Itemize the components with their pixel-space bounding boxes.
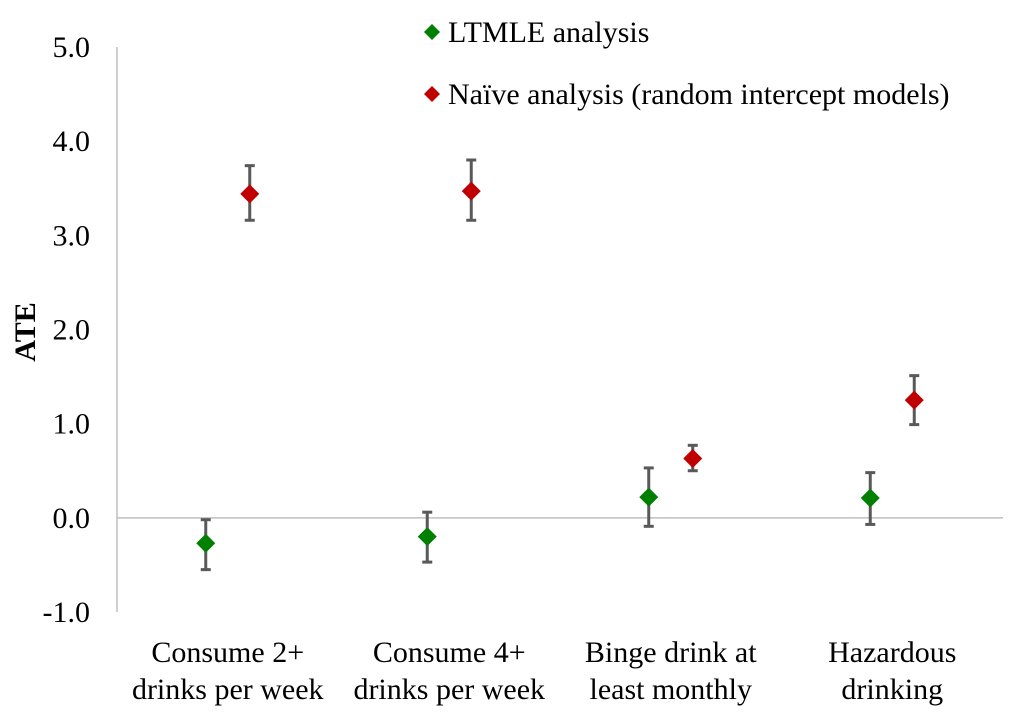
x-category-label: drinks per week	[353, 673, 545, 706]
y-tick-labels: 5.0 4.0 3.0 2.0 1.0 0.0 -1.0	[43, 31, 91, 629]
y-axis-title: ATE	[9, 302, 42, 361]
x-category-labels: Consume 2+ drinks per week Consume 4+ drink…	[132, 636, 956, 706]
data-point-diamond	[904, 390, 924, 410]
y-tick-label: 2.0	[53, 314, 91, 347]
x-category-label: least monthly	[590, 673, 752, 706]
legend-marker	[424, 86, 440, 102]
y-tick-label: 3.0	[53, 219, 91, 252]
y-tick-label: 4.0	[53, 125, 91, 158]
legend-label: LTMLE analysis	[448, 16, 649, 49]
y-tick-label: -1.0	[43, 596, 91, 629]
data-point-diamond	[196, 533, 216, 553]
error-bars	[200, 158, 920, 572]
data-point-diamond	[860, 488, 880, 508]
y-tick-label: 5.0	[53, 31, 91, 64]
data-point-diamond	[683, 449, 703, 469]
y-tick-label: 1.0	[53, 408, 91, 441]
legend-label: Naïve analysis (random intercept models)	[448, 78, 950, 111]
y-tick-label: 0.0	[53, 502, 91, 535]
data-point-diamond	[461, 181, 481, 201]
data-point-diamond	[240, 184, 260, 204]
legend: LTMLE analysis Naïve analysis (random int…	[424, 16, 950, 111]
x-category-label: drinking	[841, 673, 943, 706]
axes	[116, 47, 1003, 612]
x-category-label: Hazardous	[828, 636, 956, 669]
data-points	[196, 181, 924, 553]
legend-marker	[424, 24, 440, 40]
data-point-diamond	[639, 487, 659, 507]
x-category-label: Consume 4+	[373, 636, 526, 669]
data-point-diamond	[417, 527, 437, 547]
x-category-label: drinks per week	[132, 673, 324, 706]
x-category-label: Consume 2+	[151, 636, 304, 669]
x-category-label: Binge drink at	[585, 636, 757, 669]
